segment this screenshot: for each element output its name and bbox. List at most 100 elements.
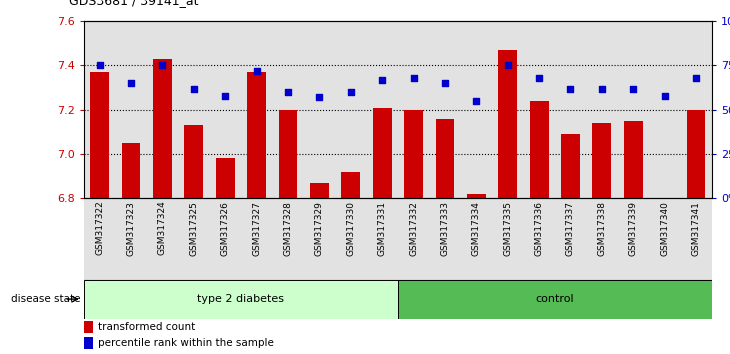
Bar [335,21,366,198]
Bar [618,21,649,198]
Point [377,77,388,82]
Point [188,86,200,91]
Bar [618,198,649,280]
Bar [398,21,429,198]
Text: GSM317332: GSM317332 [409,201,418,256]
Bar [680,21,712,198]
Bar [185,125,203,198]
Bar [241,198,272,280]
Point [407,75,419,81]
Text: type 2 diabetes: type 2 diabetes [197,294,285,304]
Point [627,86,639,91]
Bar [649,21,680,198]
Bar [624,121,642,198]
Text: GSM317331: GSM317331 [377,201,387,256]
Bar [461,198,492,280]
Bar [492,21,523,198]
Bar [586,21,618,198]
Bar [523,21,555,198]
Bar [147,198,178,280]
Bar [555,198,586,280]
Bar [492,198,523,280]
Text: GSM317325: GSM317325 [189,201,199,256]
Bar [122,143,140,198]
Bar [272,198,304,280]
Bar [178,198,210,280]
Bar [91,72,109,198]
Bar [247,72,266,198]
Point [219,93,231,98]
Bar [84,21,115,198]
Bar [530,101,548,198]
Bar [272,21,304,198]
Text: GSM317324: GSM317324 [158,201,167,256]
Bar [241,21,272,198]
Bar [555,21,586,198]
Text: GSM317334: GSM317334 [472,201,481,256]
Bar [398,198,429,280]
Bar [210,21,241,198]
Bar [404,110,423,198]
Bar [649,198,680,280]
Point [345,89,356,95]
Text: GSM317327: GSM317327 [252,201,261,256]
Bar [310,183,328,198]
Text: GSM317338: GSM317338 [597,201,607,256]
Bar [115,21,147,198]
Bar [436,119,454,198]
Bar [216,158,234,198]
Text: GSM317323: GSM317323 [126,201,136,256]
Text: percentile rank within the sample: percentile rank within the sample [98,338,274,348]
Bar [373,108,391,198]
Text: GSM317341: GSM317341 [691,201,701,256]
Bar [561,134,580,198]
Point [502,63,514,68]
Point [658,93,670,98]
Bar [429,198,461,280]
Bar [304,21,335,198]
Point [93,63,106,68]
Bar [593,123,611,198]
Point [439,80,451,86]
Text: control: control [536,294,574,304]
Point [314,95,326,100]
Point [157,63,169,68]
Bar [84,337,93,349]
Text: GSM317322: GSM317322 [95,201,104,256]
Point [565,86,577,91]
Bar [680,198,712,280]
Text: GSM317335: GSM317335 [503,201,512,256]
Text: transformed count: transformed count [98,322,195,332]
Text: GSM317326: GSM317326 [220,201,230,256]
Bar [279,110,297,198]
Text: GSM317333: GSM317333 [440,201,450,256]
Bar [366,21,398,198]
Bar [147,21,178,198]
Bar [84,321,93,333]
Bar [84,198,115,280]
Text: GSM317339: GSM317339 [629,201,638,256]
Point [251,68,263,74]
Bar [687,110,705,198]
Point [533,75,545,81]
Bar [461,21,492,198]
Bar [586,198,618,280]
Text: GSM317336: GSM317336 [534,201,544,256]
Bar [210,198,241,280]
Text: GSM317330: GSM317330 [346,201,356,256]
Point [596,86,607,91]
Bar [499,50,517,198]
Bar [335,198,366,280]
Point [690,75,702,81]
Bar [178,21,210,198]
Bar [398,280,712,319]
Point [471,98,483,104]
Bar [366,198,398,280]
Text: GSM317328: GSM317328 [283,201,293,256]
Bar [523,198,555,280]
Bar [429,21,461,198]
Bar [153,59,172,198]
Text: GDS3681 / 39141_at: GDS3681 / 39141_at [69,0,199,7]
Point [282,89,293,95]
Text: GSM317329: GSM317329 [315,201,324,256]
